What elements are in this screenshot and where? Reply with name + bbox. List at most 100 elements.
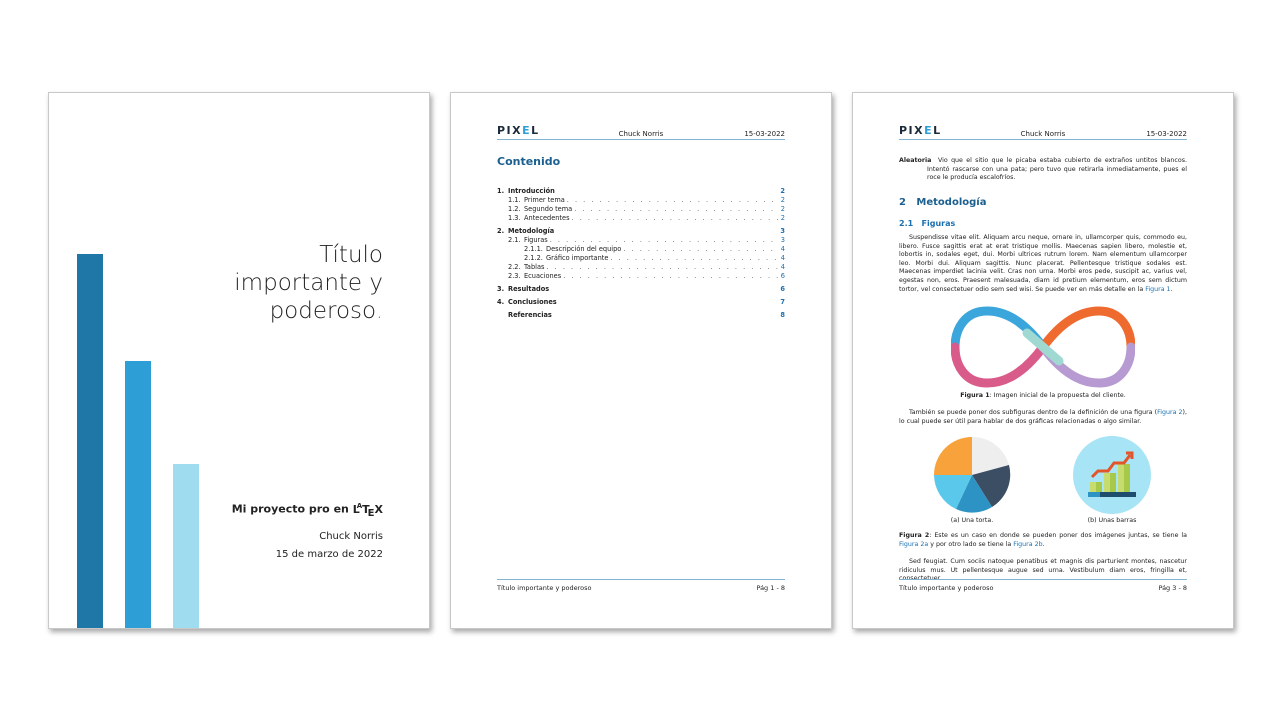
- toc-leader-dots: [557, 187, 778, 196]
- figure-1-link[interactable]: Figura 1: [1145, 285, 1171, 293]
- cover-subtitle: Mi proyecto pro en LATEX: [231, 502, 383, 519]
- toc-leader-dots: . . . . . . . . . . . . . . . . . . . . …: [610, 254, 778, 262]
- pie-chart-figure: [934, 436, 1011, 513]
- toc-leader-dots: . . . . . . . . . . . . . . . . . . . . …: [563, 272, 778, 280]
- toc-entry-page: 2: [780, 205, 785, 213]
- page-footer: Título importante y poderoso Pág 3 - 8: [899, 579, 1187, 594]
- cover-bar-medium: [125, 361, 151, 628]
- toc-entry-label: Primer tema: [524, 196, 565, 204]
- paragraph-3: Sed feugiat. Cum sociis natoque penatibu…: [899, 558, 1187, 583]
- toc-entry[interactable]: 1.3. Antecedentes. . . . . . . . . . . . …: [497, 214, 785, 223]
- toc-entry-number: 1.1.: [508, 196, 521, 204]
- subfigure-b-caption: (b) Unas barras: [1087, 517, 1137, 524]
- toc-entry-label: Conclusiones: [508, 298, 557, 306]
- toc-entry-label: Descripción del equipo: [546, 245, 622, 253]
- bar-icon-figure: [1073, 436, 1151, 514]
- toc-entry-page: 4: [780, 263, 785, 271]
- page-header: PIXEL Chuck Norris 15-03-2022: [497, 124, 785, 140]
- toc-entry-label: Gráfico importante: [546, 254, 609, 262]
- figure-2a-link[interactable]: Figura 2a: [899, 540, 929, 548]
- paragraph-1: Suspendisse vitae elit. Aliquam arcu neq…: [899, 234, 1187, 293]
- toc-entry-page: 4: [780, 254, 785, 262]
- figure-2-caption: Figura 2: Este es un caso en donde se pu…: [899, 532, 1187, 548]
- toc-entry-number: 2.2.: [508, 263, 521, 271]
- footer-title: Título importante y poderoso: [899, 584, 994, 592]
- infinity-figure: [951, 306, 1135, 388]
- toc-entry-page: 2: [780, 187, 785, 195]
- toc-entry-page: 4: [780, 245, 785, 253]
- toc-entry-number: 2.1.1.: [524, 245, 543, 253]
- cover-title: Título importante y poderoso.: [234, 242, 383, 324]
- toc-entry-number: [497, 311, 508, 320]
- toc-entry[interactable]: 2.1.1. Descripción del equipo. . . . . . …: [497, 245, 785, 254]
- cover-page: Título importante y poderoso. Mi proyect…: [48, 92, 430, 629]
- toc-heading: Contenido: [497, 155, 561, 168]
- toc-entry-number: 4.: [497, 298, 505, 306]
- toc-entry-label: Resultados: [508, 285, 550, 293]
- figure-2-link[interactable]: Figura 2: [1157, 409, 1183, 416]
- figure-1-caption: Figura 1: Imagen inicial de la propuesta…: [960, 392, 1126, 399]
- toc-leader-dots: . . . . . . . . . . . . . . . . . . . . …: [566, 196, 778, 204]
- toc-entry-label: Metodología: [508, 227, 555, 235]
- cover-bar-light: [173, 464, 199, 628]
- toc-page: PIXEL Chuck Norris 15-03-2022 Contenido …: [450, 92, 832, 629]
- toc-entry-label: Ecuaciones: [524, 272, 562, 280]
- toc-entry-number: 1.: [497, 187, 505, 195]
- toc-entry-page: 2: [780, 196, 785, 204]
- toc-entry[interactable]: 1.2. Segundo tema. . . . . . . . . . . . …: [497, 205, 785, 214]
- toc-entry[interactable]: 1.1. Primer tema. . . . . . . . . . . . .…: [497, 196, 785, 205]
- content-page: PIXEL Chuck Norris 15-03-2022 Aleatoria …: [852, 92, 1234, 629]
- footer-page-number: Pág 1 - 8: [756, 584, 785, 592]
- toc-entry[interactable]: 2.2. Tablas. . . . . . . . . . . . . . . …: [497, 263, 785, 272]
- cover-date: 15 de marzo de 2022: [275, 549, 383, 560]
- figure-2b-link[interactable]: Figura 2b: [1013, 540, 1043, 548]
- toc-entry-label: Introducción: [508, 187, 555, 195]
- toc-entry-number: 2.3.: [508, 272, 521, 280]
- toc-leader-dots: [559, 298, 778, 307]
- toc-entry[interactable]: 2.1.2. Gráfico importante. . . . . . . . …: [497, 254, 785, 263]
- footer-title: Título importante y poderoso: [497, 584, 592, 592]
- toc-leader-dots: [554, 311, 778, 320]
- cover-bar-dark: [77, 254, 103, 628]
- header-date: 15-03-2022: [1146, 130, 1187, 138]
- toc-entry[interactable]: 3. Resultados 6: [497, 285, 785, 294]
- toc-leader-dots: . . . . . . . . . . . . . . . . . . . . …: [574, 205, 778, 213]
- toc-entry-number: 3.: [497, 285, 505, 293]
- toc-entry-number: 2.: [497, 227, 505, 235]
- toc-entry[interactable]: 4. Conclusiones 7: [497, 298, 785, 307]
- toc-entry-label: Antecedentes: [524, 214, 570, 222]
- subsection-heading: 2.1 Figuras: [899, 219, 956, 228]
- toc-entry-label: Segundo tema: [524, 205, 573, 213]
- toc-entry-label: Referencias: [508, 311, 552, 319]
- toc-leader-dots: [551, 285, 778, 294]
- toc-entry-page: 6: [780, 285, 785, 293]
- section-heading: 2 Metodología: [899, 197, 987, 208]
- toc-entry[interactable]: 2.1. Figuras. . . . . . . . . . . . . . .…: [497, 236, 785, 245]
- header-author: Chuck Norris: [1020, 130, 1066, 138]
- toc-leader-dots: [556, 227, 778, 236]
- page-header: PIXEL Chuck Norris 15-03-2022: [899, 124, 1187, 140]
- toc-entry[interactable]: Referencias 8: [497, 311, 785, 320]
- toc-entry-number: 2.1.2.: [524, 254, 543, 262]
- toc-entry-page: 3: [780, 227, 785, 235]
- toc-entry-label: Figuras: [524, 236, 548, 244]
- toc-leader-dots: . . . . . . . . . . . . . . . . . . . . …: [571, 214, 778, 222]
- toc-leader-dots: . . . . . . . . . . . . . . . . . . . . …: [546, 263, 778, 271]
- latex-logo: LATEX: [352, 502, 383, 519]
- page-footer: Título importante y poderoso Pág 1 - 8: [497, 579, 785, 594]
- pixel-logo: PIXEL: [899, 124, 942, 137]
- toc-entry[interactable]: 2. Metodología 3: [497, 227, 785, 236]
- toc-entry[interactable]: 2.3. Ecuaciones. . . . . . . . . . . . . …: [497, 272, 785, 281]
- toc-entry-page: 7: [780, 298, 785, 306]
- footer-page-number: Pág 3 - 8: [1158, 584, 1187, 592]
- cover-author: Chuck Norris: [319, 531, 383, 542]
- toc-entry[interactable]: 1. Introducción 2: [497, 187, 785, 196]
- aleatoria-definition: Aleatoria Vio que el sitio que le picaba…: [899, 157, 1187, 182]
- toc-entry-label: Tablas: [524, 263, 545, 271]
- subfigure-a-caption: (a) Una torta.: [950, 517, 994, 524]
- toc-entry-page: 3: [780, 236, 785, 244]
- toc-leader-dots: . . . . . . . . . . . . . . . . . . . . …: [623, 245, 778, 253]
- pixel-logo: PIXEL: [497, 124, 540, 137]
- toc-entry-number: 2.1.: [508, 236, 521, 244]
- toc-entry-number: 1.2.: [508, 205, 521, 213]
